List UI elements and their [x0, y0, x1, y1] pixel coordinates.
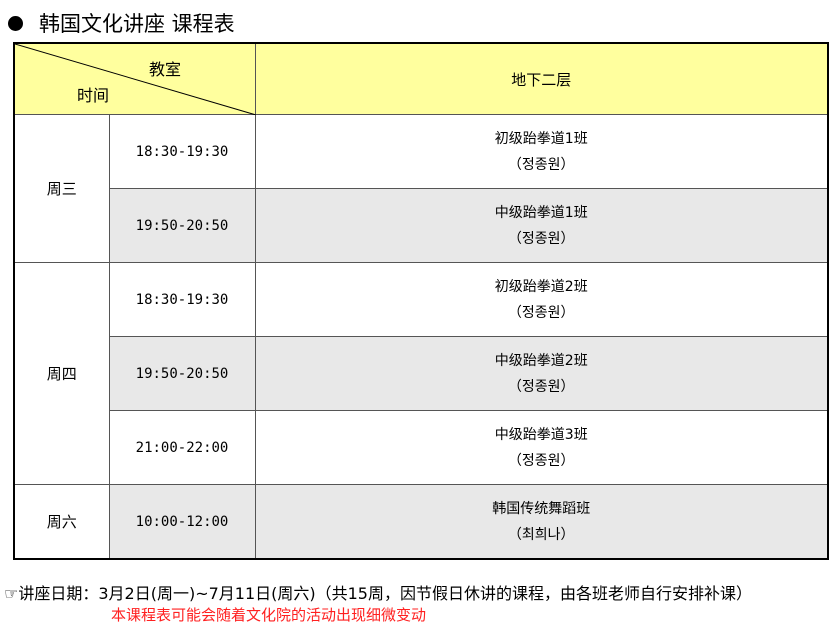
teacher-name: （최희나）	[507, 526, 575, 543]
teacher-name: （정종원）	[507, 452, 575, 469]
class-cell: 中级跆拳道3班 （정종원）	[254, 410, 829, 485]
class-name: 中级跆拳道1班	[494, 204, 588, 221]
class-name: 中级跆拳道2班	[494, 352, 588, 369]
room-label: 教室	[149, 60, 182, 79]
teacher-name: （정종원）	[507, 156, 575, 173]
bullet-icon	[8, 15, 23, 31]
class-name: 韩国传统舞蹈班	[492, 500, 591, 517]
schedule-table: 教室 时间 地下二层 周三 18:30-19:30 初级跆拳道1班 （정종원） 1…	[13, 42, 829, 560]
class-name: 中级跆拳道3班	[494, 426, 588, 443]
title-text: 韩国文化讲座 课程表	[39, 12, 235, 36]
time-cell: 21:00-22:00	[108, 410, 256, 485]
page-title: 韩国文化讲座 课程表	[8, 8, 235, 38]
class-name: 初级跆拳道2班	[494, 278, 588, 295]
change-warning: 本课程表可能会随着文化院的活动出现细微变动	[111, 606, 427, 624]
time-label: 时间	[77, 86, 110, 105]
class-name: 初级跆拳道1班	[494, 130, 588, 147]
class-cell: 中级跆拳道2班 （정종원）	[254, 336, 829, 411]
time-cell: 10:00-12:00	[108, 484, 256, 560]
room-header: 地下二层	[254, 42, 829, 115]
time-cell: 19:50-20:50	[108, 188, 256, 263]
diagonal-header-cell: 教室 时间	[13, 42, 256, 115]
day-cell: 周四	[13, 262, 110, 485]
day-cell: 周三	[13, 114, 110, 263]
day-cell: 周六	[13, 484, 110, 560]
time-cell: 18:30-19:30	[108, 114, 256, 189]
time-cell: 19:50-20:50	[108, 336, 256, 411]
class-cell: 中级跆拳道1班 （정종원）	[254, 188, 829, 263]
teacher-name: （정종원）	[507, 304, 575, 321]
teacher-name: （정종원）	[507, 230, 575, 247]
teacher-name: （정종원）	[507, 378, 575, 395]
time-cell: 18:30-19:30	[108, 262, 256, 337]
class-cell: 初级跆拳道1班 （정종원）	[254, 114, 829, 189]
diagonal-line	[15, 44, 256, 115]
date-note: ☞讲座日期：3月2日(周一)~7月11日(周六)（共15周，因节假日休讲的课程，…	[4, 584, 752, 603]
class-cell: 韩国传统舞蹈班 （최희나）	[254, 484, 829, 560]
class-cell: 初级跆拳道2班 （정종원）	[254, 262, 829, 337]
